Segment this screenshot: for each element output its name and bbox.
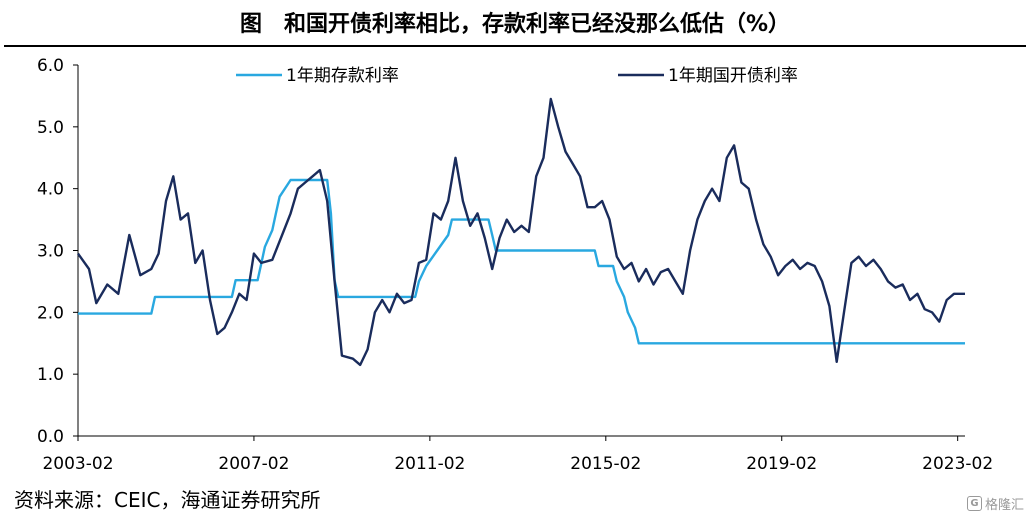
y-tick-label: 2.0: [37, 303, 64, 323]
watermark-text: 格隆汇: [984, 498, 1024, 513]
x-tick-label: 2007-02: [218, 454, 289, 474]
series-line-0: [78, 178, 965, 345]
y-tick-label: 0.0: [37, 427, 64, 447]
watermark: G 格隆汇: [966, 494, 1024, 513]
source-note: 资料来源：CEIC，海通证券研究所: [14, 488, 321, 512]
legend: 1年期存款利率 1年期国开债利率: [236, 66, 798, 86]
y-tick-label: 1.0: [37, 365, 64, 385]
series-group: [77, 97, 965, 367]
series-line-1: [77, 97, 965, 367]
x-tick-label: 2019-02: [746, 454, 817, 474]
y-tick-label: 4.0: [37, 180, 64, 200]
x-tick-label: 2015-02: [570, 454, 641, 474]
chart-title: 图 和国开债利率相比，存款利率已经没那么低估（%）: [239, 12, 791, 37]
legend-label-0: 1年期存款利率: [286, 66, 399, 86]
y-tick-label: 5.0: [37, 118, 64, 138]
x-tick-label: 2011-02: [394, 454, 465, 474]
watermark-logo-icon: G: [966, 496, 982, 511]
axes: 0.0 1.0 2.0 3.0 4.0 5.0 6.0 2003-02 2007-02 2011-…: [37, 56, 993, 474]
legend-label-1: 1年期国开债利率: [668, 66, 798, 86]
title-divider: [4, 45, 1026, 47]
x-tick-label: 2003-02: [42, 454, 113, 474]
y-tick-label: 6.0: [37, 56, 64, 76]
y-tick-label: 3.0: [37, 242, 64, 262]
x-tick-label: 2023-02: [922, 454, 993, 474]
